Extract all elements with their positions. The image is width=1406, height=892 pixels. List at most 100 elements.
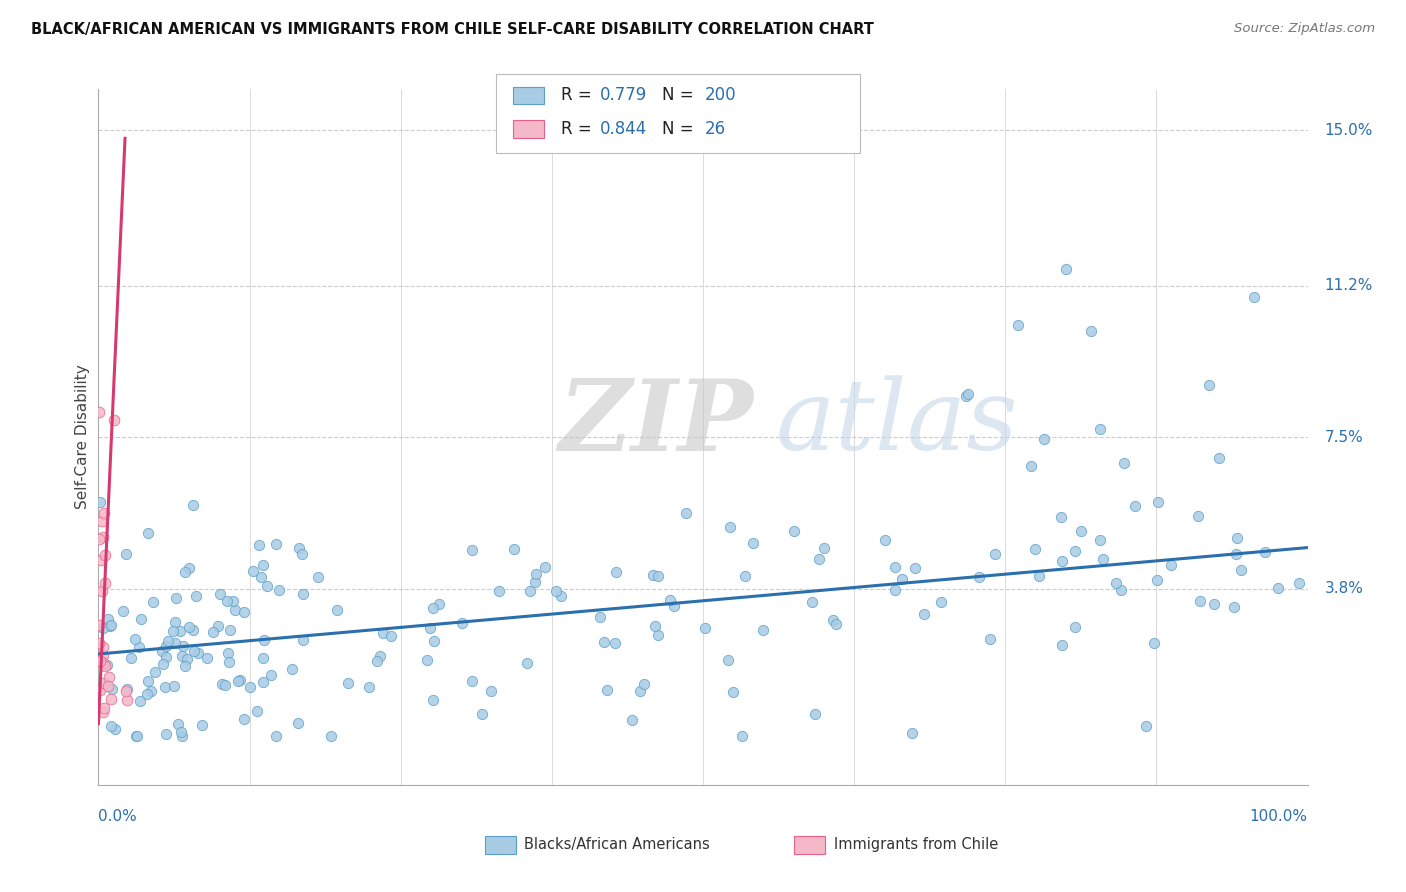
Point — [1033, 432, 1056, 446]
Point — [93, 705, 115, 719]
Point — [471, 707, 494, 722]
Point — [603, 636, 626, 650]
Text: 200: 200 — [704, 87, 735, 104]
Point — [824, 616, 846, 631]
Point — [91, 656, 114, 670]
Point — [1064, 544, 1087, 558]
Point — [100, 618, 122, 632]
Point — [239, 680, 262, 694]
Point — [873, 533, 896, 547]
Point — [1230, 563, 1253, 577]
Point — [1147, 495, 1170, 509]
Point — [103, 412, 125, 426]
Point — [91, 648, 114, 662]
Point — [96, 658, 118, 673]
Point — [823, 613, 845, 627]
Point — [155, 650, 177, 665]
Point — [156, 633, 179, 648]
Point — [211, 676, 233, 690]
Point — [115, 693, 138, 707]
Point — [502, 542, 524, 557]
Point — [605, 565, 627, 579]
Point — [131, 612, 153, 626]
Point — [100, 692, 122, 706]
Point — [218, 624, 240, 638]
Point — [957, 387, 980, 401]
Point — [1198, 377, 1220, 392]
Point — [359, 680, 381, 694]
Point — [93, 676, 115, 690]
Point — [195, 651, 218, 665]
Point — [252, 651, 274, 665]
Point — [734, 569, 756, 583]
Point — [422, 693, 444, 707]
Point — [94, 576, 117, 591]
Text: 11.2%: 11.2% — [1324, 278, 1372, 293]
Point — [1007, 318, 1029, 333]
Point — [912, 607, 935, 621]
Text: N =: N = — [662, 120, 699, 138]
Point — [380, 628, 402, 642]
Point — [884, 582, 907, 597]
Point — [647, 569, 669, 583]
Point — [93, 658, 115, 673]
Point — [124, 632, 146, 646]
Point — [253, 633, 276, 648]
Point — [222, 594, 245, 608]
Point — [1088, 533, 1111, 547]
Point — [292, 632, 315, 647]
Point — [177, 620, 200, 634]
Text: Source: ZipAtlas.com: Source: ZipAtlas.com — [1234, 22, 1375, 36]
Point — [214, 678, 236, 692]
Point — [100, 619, 122, 633]
Point — [1187, 509, 1209, 524]
Point — [534, 559, 557, 574]
Point — [163, 679, 186, 693]
Point — [246, 705, 269, 719]
Point — [675, 506, 697, 520]
Point — [1064, 620, 1087, 634]
Point — [1050, 554, 1073, 568]
Point — [717, 653, 740, 667]
Text: ZIP: ZIP — [558, 375, 752, 471]
Text: R =: R = — [561, 87, 598, 104]
Point — [1208, 450, 1230, 465]
Text: 3.8%: 3.8% — [1324, 581, 1364, 596]
Point — [208, 587, 231, 601]
Text: atlas: atlas — [776, 376, 1018, 471]
Point — [89, 494, 111, 508]
Point — [93, 506, 115, 520]
Point — [191, 717, 214, 731]
Point — [1146, 574, 1168, 588]
Point — [519, 583, 541, 598]
Point — [1226, 532, 1249, 546]
Point — [807, 552, 830, 566]
Point — [179, 561, 201, 575]
Point — [172, 729, 194, 743]
Point — [742, 536, 765, 550]
Point — [1050, 639, 1073, 653]
Point — [217, 593, 239, 607]
Point — [1267, 582, 1289, 596]
Point — [252, 558, 274, 573]
Point — [1024, 542, 1046, 557]
Point — [98, 670, 121, 684]
Point — [170, 648, 193, 663]
Point — [1223, 599, 1246, 614]
Point — [89, 654, 111, 668]
Point — [87, 618, 110, 632]
Point — [260, 668, 283, 682]
Text: 15.0%: 15.0% — [1324, 122, 1372, 137]
Point — [115, 684, 138, 698]
Point — [117, 681, 139, 696]
Point — [929, 595, 952, 609]
Point — [955, 389, 977, 403]
Point — [782, 524, 804, 538]
Point — [307, 570, 329, 584]
Point — [226, 673, 249, 688]
Point — [984, 547, 1007, 561]
Point — [813, 541, 835, 556]
Text: Blacks/African Americans: Blacks/African Americans — [524, 838, 710, 852]
Text: R =: R = — [561, 120, 598, 138]
Point — [165, 615, 187, 629]
